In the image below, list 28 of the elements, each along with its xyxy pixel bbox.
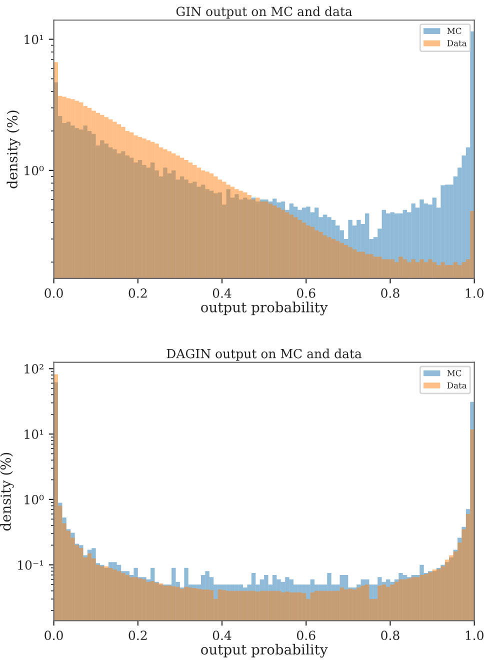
y-tick-label: 10⁰ (24, 494, 44, 504)
x-tick-label: 0.6 (297, 288, 316, 298)
y-axis-title: density (%) (6, 110, 20, 188)
x-tick-label: 1.0 (466, 630, 484, 640)
x-axis-title: output probability (201, 644, 328, 658)
x-tick-label: 0.4 (212, 288, 232, 298)
x-tick-label: 0.0 (44, 288, 63, 298)
legend-label: MC (447, 28, 462, 34)
x-axis-title: output probability (201, 302, 328, 316)
x-tick-label: 0.4 (212, 630, 232, 640)
y-tick-label: 10⁻¹ (18, 560, 44, 570)
y-tick-label: 10¹ (24, 34, 44, 44)
x-tick-label: 0.0 (44, 630, 63, 640)
x-tick-label: 1.0 (466, 288, 484, 298)
y-tick-label: 10¹ (24, 430, 44, 439)
x-tick-label: 0.2 (128, 288, 147, 298)
x-tick-label: 0.8 (381, 288, 400, 298)
x-tick-label: 0.2 (128, 630, 147, 640)
chart-title: GIN output on MC and data (176, 6, 352, 19)
chart-title: DAGIN output on MC and data (166, 348, 362, 361)
y-tick-label: 10⁰ (24, 166, 44, 176)
y-axis-title: density (%) (0, 452, 14, 531)
x-tick-label: 0.6 (297, 630, 316, 640)
legend-label: MC (447, 370, 462, 376)
legend-label: Data (447, 382, 467, 389)
legend-label: Data (447, 40, 467, 46)
y-tick-label: 10² (24, 364, 44, 374)
x-tick-label: 0.8 (381, 630, 400, 640)
